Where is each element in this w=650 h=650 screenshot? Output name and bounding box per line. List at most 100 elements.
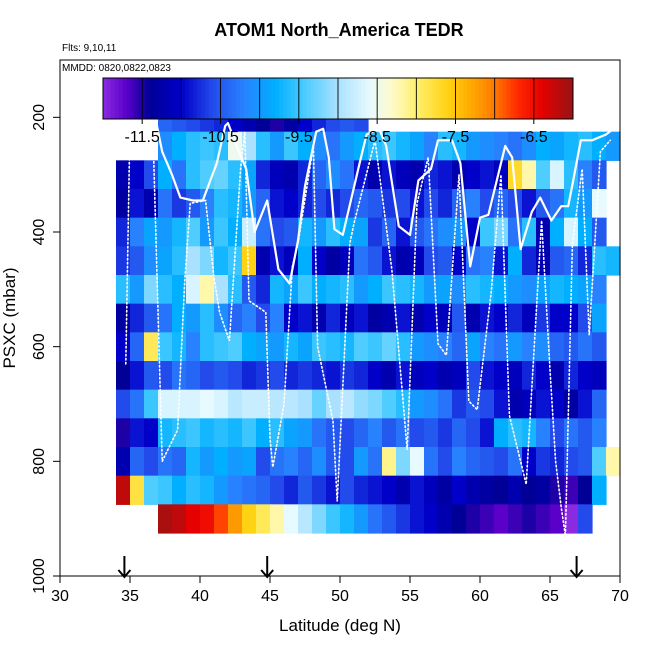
- heatmap-cell: [396, 160, 411, 190]
- heatmap-cell: [284, 389, 299, 419]
- heatmap-cell: [578, 389, 593, 419]
- heatmap-cell: [550, 160, 565, 190]
- heatmap-cell: [494, 275, 509, 305]
- colorbar-segment: [146, 78, 151, 119]
- colorbar-segment: [404, 78, 409, 119]
- heatmap-cell: [536, 131, 551, 161]
- heatmap-cell: [270, 275, 285, 305]
- heatmap-cell: [368, 447, 383, 477]
- heatmap-cell: [298, 217, 313, 247]
- y-tick-label: 800: [31, 448, 48, 475]
- heatmap-cell: [466, 447, 481, 477]
- heatmap-cell: [494, 332, 509, 362]
- colorbar-segment: [353, 78, 359, 119]
- colorbar-segment: [549, 78, 554, 119]
- heatmap-cell: [214, 504, 229, 534]
- heatmap-cell: [186, 246, 201, 276]
- heatmap-cell: [354, 475, 369, 505]
- heatmap-cell: [592, 389, 607, 419]
- colorbar-segment: [224, 78, 229, 119]
- heatmap-cell: [214, 246, 229, 276]
- heatmap-cell: [214, 418, 229, 448]
- heatmap-cell: [410, 160, 425, 190]
- heatmap-cell: [410, 504, 425, 534]
- heatmap-cell: [200, 246, 215, 276]
- heatmap-cell: [382, 131, 397, 161]
- heatmap-cell: [494, 189, 509, 219]
- heatmap-cell: [508, 504, 523, 534]
- heatmap-cell: [270, 418, 285, 448]
- x-axis-label: Latitude (deg N): [279, 616, 401, 635]
- heatmap-cell: [144, 303, 159, 333]
- colorbar-segment: [400, 78, 406, 119]
- colorbar-segment: [275, 78, 280, 119]
- heatmap-cell: [242, 189, 257, 219]
- heatmap-cell: [382, 189, 397, 219]
- colorbar-segment: [506, 78, 511, 119]
- heatmap-cell: [116, 275, 131, 305]
- heatmap-cell: [438, 275, 453, 305]
- arrow-marker: [569, 556, 584, 579]
- heatmap-cell: [158, 389, 173, 419]
- heatmap-cell: [438, 361, 453, 391]
- colorbar-segment: [482, 78, 488, 119]
- heatmap-cell: [368, 475, 383, 505]
- heatmap-cell: [298, 361, 313, 391]
- colorbar-segment: [330, 78, 335, 119]
- colorbar-segment: [130, 78, 135, 119]
- heatmap-cell: [116, 217, 131, 247]
- heatmap-cell: [326, 389, 341, 419]
- heatmap-cell: [130, 303, 145, 333]
- y-axis-label: PSXC (mbar): [0, 267, 19, 368]
- heatmap-cell: [298, 389, 313, 419]
- colorbar-segment: [153, 78, 159, 119]
- heatmap-cell: [354, 246, 369, 276]
- heatmap-cell: [536, 418, 551, 448]
- heatmap-cell: [522, 303, 537, 333]
- heatmap-cell: [186, 303, 201, 333]
- colorbar-segment: [541, 78, 547, 119]
- heatmap-cell: [326, 504, 341, 534]
- heatmap-cell: [564, 246, 579, 276]
- colorbar-segment: [322, 78, 327, 119]
- heatmap-cell: [200, 447, 215, 477]
- heatmap-cell: [242, 332, 257, 362]
- heatmap-cell: [158, 504, 173, 534]
- heatmap-cell: [214, 275, 229, 305]
- x-tick-label: 30: [51, 588, 69, 605]
- heatmap-cell: [480, 361, 495, 391]
- heatmap-cell: [536, 389, 551, 419]
- heatmap-cell: [326, 332, 341, 362]
- heatmap-cell: [382, 361, 397, 391]
- colorbar-segment: [479, 78, 484, 119]
- subtitle-dates: MMDD: 0820,0822,0823: [62, 63, 171, 74]
- heatmap-cell: [592, 332, 607, 362]
- heatmap-cell: [550, 217, 565, 247]
- heatmap-cell: [326, 131, 341, 161]
- heatmap-cell: [550, 275, 565, 305]
- heatmap-cell: [298, 332, 313, 362]
- heatmap-cell: [144, 447, 159, 477]
- heatmap-cell: [340, 475, 355, 505]
- heatmap-cell: [396, 275, 411, 305]
- heatmap-cell: [270, 332, 285, 362]
- heatmap-cell: [116, 160, 131, 190]
- heatmap-cell: [158, 189, 173, 219]
- heatmap-cell: [312, 504, 327, 534]
- heatmap-cell: [326, 217, 341, 247]
- heatmap-cell: [228, 418, 243, 448]
- heatmap-cell: [424, 160, 439, 190]
- heatmap-cell: [200, 418, 215, 448]
- colorbar-segment: [526, 78, 531, 119]
- heatmap-cell: [256, 160, 271, 190]
- colorbar-segment: [189, 78, 194, 119]
- heatmap-cell: [438, 332, 453, 362]
- heatmap-cell: [494, 217, 509, 247]
- heatmap-cell: [172, 361, 187, 391]
- heatmap-cell: [214, 447, 229, 477]
- heatmap-cell: [312, 275, 327, 305]
- heatmap-cell: [368, 389, 383, 419]
- colorbar-segment: [138, 78, 143, 119]
- colorbar-segment: [373, 78, 378, 119]
- colorbar-segment: [173, 78, 178, 119]
